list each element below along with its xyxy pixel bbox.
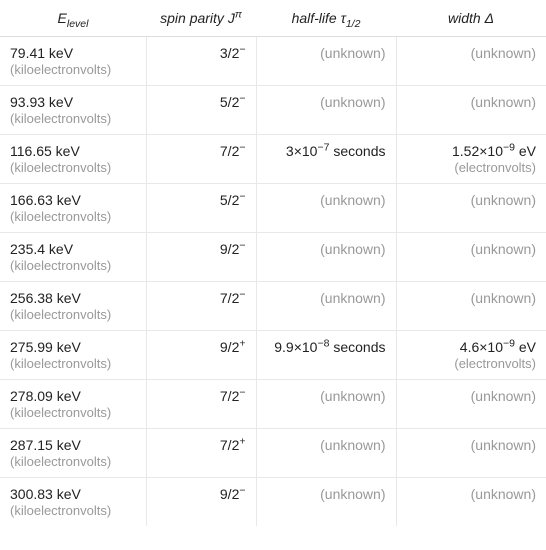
cell-width: 4.6×10−9 eV(electronvolts) xyxy=(396,331,546,380)
cell-energy: 278.09 keV(kiloelectronvolts) xyxy=(0,380,146,429)
cell-energy: 79.41 keV(kiloelectronvolts) xyxy=(0,37,146,86)
cell-halflife: (unknown) xyxy=(256,429,396,478)
table-row: 278.09 keV(kiloelectronvolts)7/2−(unknow… xyxy=(0,380,546,429)
cell-width: 1.52×10−9 eV(electronvolts) xyxy=(396,135,546,184)
cell-width: (unknown) xyxy=(396,282,546,331)
cell-energy: 300.83 keV(kiloelectronvolts) xyxy=(0,478,146,527)
cell-spin: 5/2− xyxy=(146,184,256,233)
cell-halflife: (unknown) xyxy=(256,233,396,282)
cell-energy: 166.63 keV(kiloelectronvolts) xyxy=(0,184,146,233)
table-row: 116.65 keV(kiloelectronvolts)7/2−3×10−7 … xyxy=(0,135,546,184)
cell-halflife: (unknown) xyxy=(256,184,396,233)
cell-spin: 9/2− xyxy=(146,233,256,282)
table-header-row: Elevel spin parity Jπ half-life τ1/2 wid… xyxy=(0,0,546,37)
col-header-width: width Δ xyxy=(396,0,546,37)
cell-spin: 7/2− xyxy=(146,282,256,331)
cell-width: (unknown) xyxy=(396,233,546,282)
cell-spin: 3/2− xyxy=(146,37,256,86)
cell-width: (unknown) xyxy=(396,429,546,478)
cell-halflife: 3×10−7 seconds xyxy=(256,135,396,184)
cell-spin: 7/2+ xyxy=(146,429,256,478)
cell-energy: 256.38 keV(kiloelectronvolts) xyxy=(0,282,146,331)
cell-energy: 275.99 keV(kiloelectronvolts) xyxy=(0,331,146,380)
table-row: 93.93 keV(kiloelectronvolts)5/2−(unknown… xyxy=(0,86,546,135)
col-header-spin: spin parity Jπ xyxy=(146,0,256,37)
cell-energy: 116.65 keV(kiloelectronvolts) xyxy=(0,135,146,184)
cell-spin: 5/2− xyxy=(146,86,256,135)
table-row: 256.38 keV(kiloelectronvolts)7/2−(unknow… xyxy=(0,282,546,331)
cell-width: (unknown) xyxy=(396,478,546,527)
col-header-energy: Elevel xyxy=(0,0,146,37)
table-row: 79.41 keV(kiloelectronvolts)3/2−(unknown… xyxy=(0,37,546,86)
cell-width: (unknown) xyxy=(396,184,546,233)
cell-energy: 235.4 keV(kiloelectronvolts) xyxy=(0,233,146,282)
cell-spin: 7/2− xyxy=(146,380,256,429)
cell-halflife: (unknown) xyxy=(256,86,396,135)
col-header-halflife: half-life τ1/2 xyxy=(256,0,396,37)
cell-spin: 9/2+ xyxy=(146,331,256,380)
table-body: 79.41 keV(kiloelectronvolts)3/2−(unknown… xyxy=(0,37,546,527)
cell-energy: 93.93 keV(kiloelectronvolts) xyxy=(0,86,146,135)
table-row: 287.15 keV(kiloelectronvolts)7/2+(unknow… xyxy=(0,429,546,478)
cell-width: (unknown) xyxy=(396,37,546,86)
cell-energy: 287.15 keV(kiloelectronvolts) xyxy=(0,429,146,478)
table-row: 275.99 keV(kiloelectronvolts)9/2+9.9×10−… xyxy=(0,331,546,380)
cell-width: (unknown) xyxy=(396,86,546,135)
cell-halflife: (unknown) xyxy=(256,282,396,331)
cell-width: (unknown) xyxy=(396,380,546,429)
table-row: 235.4 keV(kiloelectronvolts)9/2−(unknown… xyxy=(0,233,546,282)
cell-halflife: (unknown) xyxy=(256,478,396,527)
cell-halflife: 9.9×10−8 seconds xyxy=(256,331,396,380)
cell-halflife: (unknown) xyxy=(256,380,396,429)
table-row: 300.83 keV(kiloelectronvolts)9/2−(unknow… xyxy=(0,478,546,527)
cell-halflife: (unknown) xyxy=(256,37,396,86)
nuclear-levels-table: Elevel spin parity Jπ half-life τ1/2 wid… xyxy=(0,0,546,526)
cell-spin: 9/2− xyxy=(146,478,256,527)
cell-spin: 7/2− xyxy=(146,135,256,184)
table-row: 166.63 keV(kiloelectronvolts)5/2−(unknow… xyxy=(0,184,546,233)
